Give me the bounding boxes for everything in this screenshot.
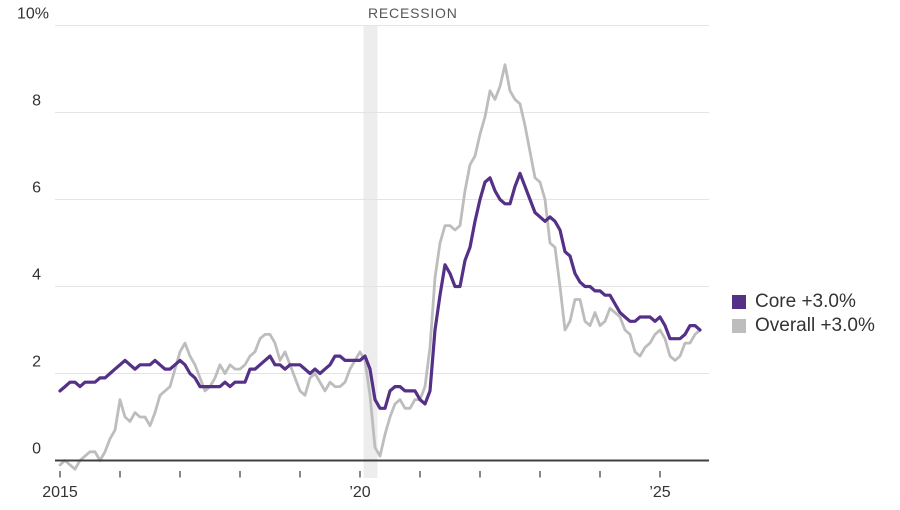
legend-item-core: Core +3.0%	[732, 291, 875, 313]
overall-legend-swatch	[732, 319, 746, 333]
core-legend-label: Core +3.0%	[755, 291, 856, 312]
core-line	[58, 171, 702, 410]
x-axis-label-2020: ’20	[349, 484, 370, 501]
legend-item-overall: Overall +3.0%	[732, 315, 875, 337]
legend: Core +3.0% Overall +3.0%	[732, 291, 875, 337]
y-axis-label-4: 4	[32, 267, 41, 284]
x-axis-label-2025: ’25	[649, 484, 670, 501]
y-axis-label-6: 6	[32, 180, 41, 197]
overall-line	[58, 63, 702, 471]
y-axis-label-2: 2	[32, 354, 41, 371]
y-axis-label-0: 0	[32, 441, 41, 458]
y-axis-label-8: 8	[32, 93, 41, 110]
x-axis-label-2015: 2015	[42, 484, 78, 501]
core-legend-swatch	[732, 295, 746, 309]
overall-legend-label: Overall +3.0%	[755, 315, 875, 336]
y-axis-label-10: 10%	[17, 6, 49, 23]
recession-annotation-label: RECESSION	[368, 5, 458, 21]
